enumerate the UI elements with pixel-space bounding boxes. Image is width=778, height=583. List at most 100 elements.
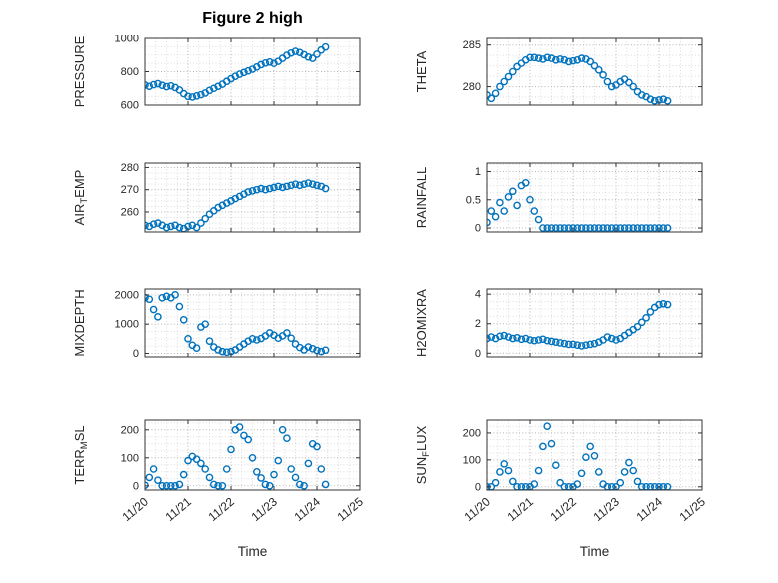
data-point <box>222 465 231 473</box>
y-tick-label: 280 <box>463 81 481 93</box>
data-point <box>547 54 556 62</box>
data-point <box>257 474 265 482</box>
tick-marks <box>144 420 361 490</box>
y-tick-labels: 0 100 200 <box>121 424 139 492</box>
data-point <box>158 293 166 302</box>
tick-marks <box>486 38 703 105</box>
data-point <box>287 465 295 473</box>
data-point <box>586 442 594 451</box>
data-point <box>500 460 508 468</box>
data-point <box>300 180 308 188</box>
data-point <box>560 339 569 348</box>
data-point <box>642 224 650 232</box>
data-point <box>547 224 556 232</box>
scatter-series-sun_flux <box>486 422 672 491</box>
x-tick-label: 11/22 <box>548 494 580 524</box>
data-point <box>560 224 569 232</box>
data-point <box>509 187 517 196</box>
y-tick-label: 100 <box>463 454 481 466</box>
data-point <box>321 184 330 193</box>
data-point <box>317 465 326 473</box>
data-point <box>167 482 175 490</box>
tick-marks <box>486 163 703 232</box>
data-point <box>283 329 291 337</box>
data-point <box>252 468 261 476</box>
data-point <box>526 195 534 204</box>
data-point <box>556 478 564 487</box>
data-point <box>582 224 590 232</box>
data-point <box>637 224 646 232</box>
y-axis-label-sun_flux: SUNFLUX <box>414 425 432 484</box>
data-point <box>625 224 633 232</box>
data-point <box>500 331 508 340</box>
y-tick-label: 200 <box>121 424 139 436</box>
data-point <box>530 480 539 488</box>
subplot-canvas-airtemp: 260 270 280 AIRTEMP <box>72 162 361 233</box>
data-point <box>586 340 594 349</box>
data-point <box>175 302 184 311</box>
data-point <box>646 308 655 316</box>
data-point <box>603 333 612 341</box>
data-point <box>265 57 274 66</box>
data-point <box>248 65 257 73</box>
y-tick-label: 200 <box>463 427 481 439</box>
subplot-rainfall: 0 0.5 1 RAINFALL <box>402 160 705 238</box>
data-point <box>504 466 513 475</box>
grid-lines <box>487 420 702 490</box>
data-point <box>569 340 577 349</box>
data-point <box>317 347 326 356</box>
data-point <box>248 335 257 343</box>
x-tick-label: 11/21 <box>163 494 195 524</box>
data-point <box>240 431 248 440</box>
data-point <box>556 339 564 347</box>
y-tick-label: 0 <box>475 223 481 235</box>
x-axis-label: Time <box>580 544 610 559</box>
data-point <box>594 224 603 232</box>
data-point <box>192 455 201 464</box>
data-point <box>573 55 582 64</box>
data-point <box>158 81 166 90</box>
data-point <box>646 95 655 103</box>
data-point <box>560 55 569 64</box>
data-point <box>496 198 504 207</box>
data-point <box>543 53 551 62</box>
subplot-airtemp: 260 270 280 AIRTEMP <box>60 160 363 238</box>
y-tick-label: 1 <box>475 166 481 178</box>
data-point <box>629 82 637 91</box>
data-point <box>171 482 179 490</box>
data-point <box>313 442 321 451</box>
x-tick-labels: 11/20 11/21 11/22 11/23 11/24 11/25 <box>462 494 709 524</box>
data-point <box>530 53 539 62</box>
data-point <box>304 459 313 468</box>
data-point <box>197 459 205 468</box>
data-point <box>547 337 556 346</box>
data-point <box>616 224 625 232</box>
data-point <box>517 335 526 344</box>
data-point <box>145 82 154 91</box>
data-point <box>162 223 171 232</box>
data-point <box>603 77 612 86</box>
data-point <box>577 469 586 478</box>
subplot-canvas-pressure: 600 800 1000 PRESSURE <box>72 33 361 112</box>
data-point <box>556 55 564 63</box>
grid-lines <box>487 163 702 232</box>
y-tick-label: 2 <box>475 318 481 330</box>
data-point <box>663 300 672 309</box>
data-point <box>616 478 625 487</box>
data-point <box>227 445 235 454</box>
data-point <box>162 82 171 91</box>
data-point <box>534 215 543 224</box>
y-tick-label: 100 <box>121 452 139 464</box>
data-point <box>287 48 295 57</box>
data-point <box>274 182 283 191</box>
data-point <box>637 318 646 327</box>
y-axis-label-terr_msl: TERRMSL <box>72 425 90 484</box>
data-point <box>590 339 599 348</box>
grid-lines <box>145 163 360 232</box>
y-tick-labels: 260 270 280 <box>121 162 139 219</box>
data-point <box>201 214 209 223</box>
data-point <box>577 224 586 232</box>
data-point <box>257 60 265 69</box>
data-point <box>175 86 184 94</box>
